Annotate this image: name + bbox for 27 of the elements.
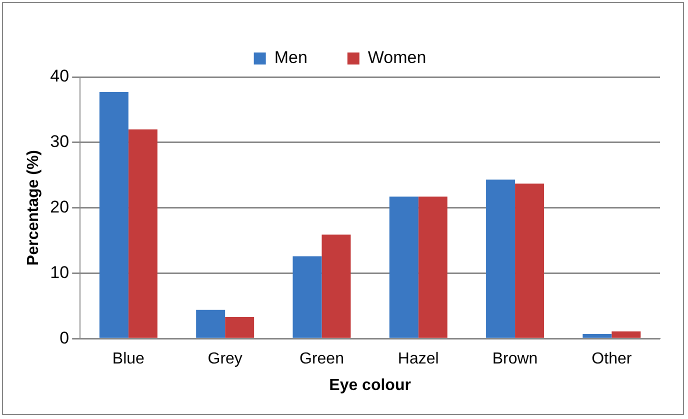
- bar: [418, 196, 448, 338]
- bar: [582, 334, 612, 338]
- y-tick-label: 30: [50, 132, 70, 152]
- x-tick-label: Other: [592, 350, 632, 368]
- x-tick-label: Grey: [208, 350, 242, 368]
- bar: [292, 256, 322, 338]
- legend-label: Women: [368, 48, 426, 68]
- bar: [515, 184, 544, 338]
- y-tick-label: 40: [50, 66, 70, 86]
- y-tick-label: 20: [50, 197, 70, 216]
- x-tick-label: Hazel: [398, 350, 439, 368]
- legend-label: Men: [274, 48, 308, 68]
- y-axis-title: Percentage (%): [25, 150, 42, 266]
- bar: [389, 196, 418, 338]
- bar: [612, 331, 641, 338]
- y-tick-label: 10: [50, 262, 70, 282]
- bar: [99, 92, 128, 338]
- bar: [225, 317, 254, 338]
- x-tick-label: Brown: [492, 350, 538, 368]
- x-axis-title: Eye colour: [329, 376, 411, 394]
- bar: [322, 234, 351, 338]
- bar: [486, 180, 516, 338]
- bar: [128, 129, 158, 338]
- x-tick-label: Blue: [112, 350, 145, 368]
- y-tick-label: 0: [60, 328, 70, 348]
- bar: [196, 310, 226, 338]
- x-tick-label: Green: [299, 350, 344, 368]
